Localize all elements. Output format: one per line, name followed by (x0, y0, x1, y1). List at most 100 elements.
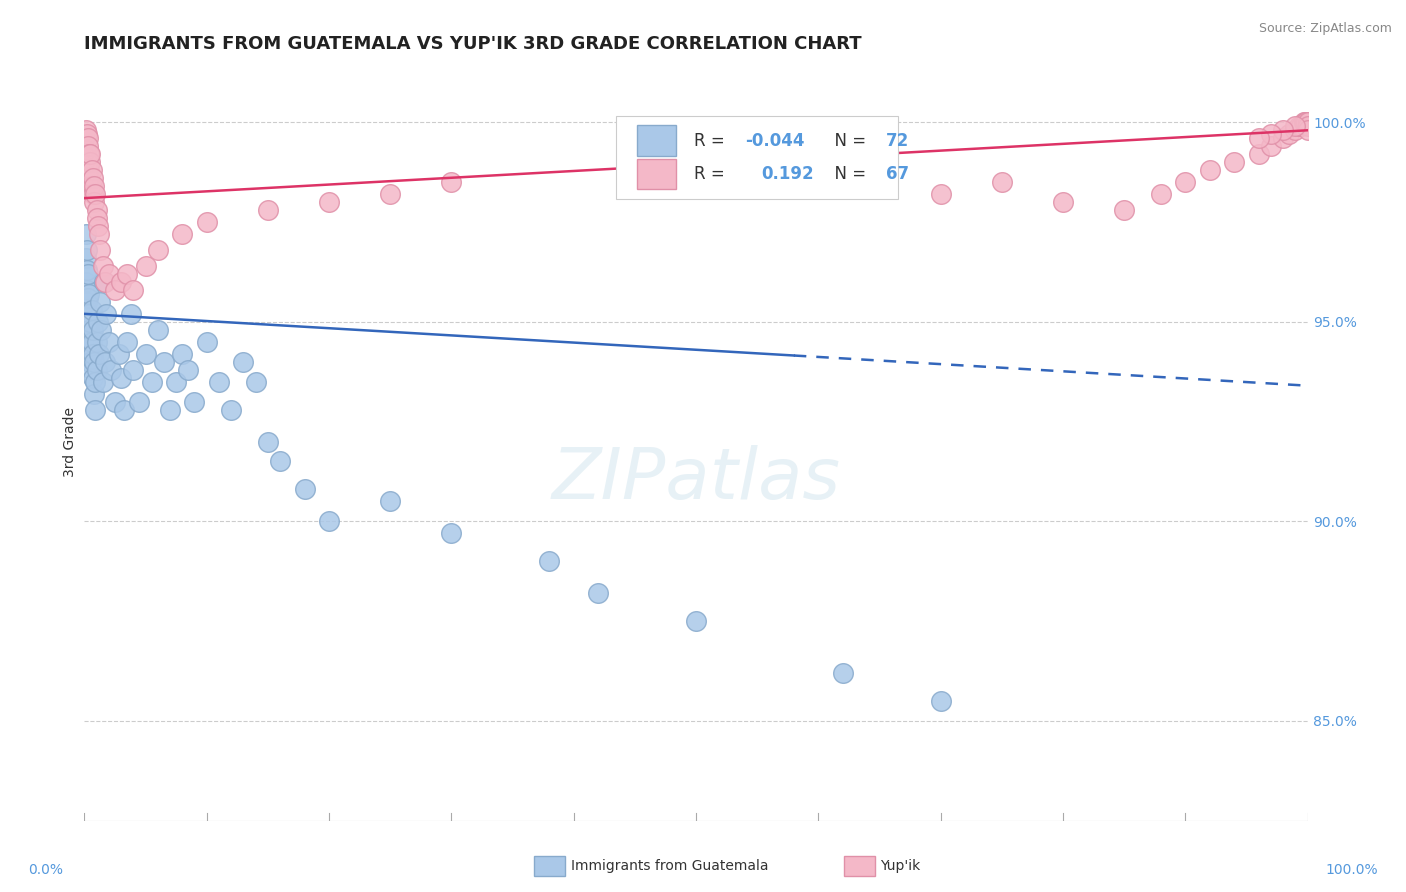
Point (77, 131, 100, 145)
Text: ZIPatlas: ZIPatlas (551, 445, 841, 514)
Point (82, 323, 104, 337)
Point (93, 275, 115, 289)
Point (79, 339, 101, 353)
Point (79, 147, 101, 161)
Point (538, 554, 561, 568)
Point (1291, 120, 1313, 134)
Point (87, 347, 110, 361)
Point (685, 614, 707, 628)
Point (76, 263, 98, 277)
Point (80, 163, 103, 178)
Point (76, 283, 98, 297)
Point (1296, 123, 1319, 137)
Point (97, 267, 120, 281)
Point (80, 362, 103, 376)
Point (1247, 147, 1270, 161)
Point (122, 283, 145, 297)
Point (79, 355, 101, 369)
Point (90, 323, 112, 337)
Point (77, 147, 100, 161)
Point (77, 334, 100, 349)
Point (257, 434, 280, 449)
Point (96, 307, 118, 321)
Point (153, 355, 176, 369)
Point (83, 386, 105, 401)
Point (75, 275, 97, 289)
Point (269, 454, 291, 468)
Point (87, 219, 110, 233)
Point (83, 179, 105, 194)
Point (991, 175, 1014, 189)
Point (115, 334, 138, 349)
Point (1174, 175, 1197, 189)
Point (104, 283, 127, 297)
Point (80, 302, 103, 317)
Point (1260, 128, 1282, 142)
Point (159, 402, 181, 417)
Point (112, 402, 135, 417)
Point (82, 171, 104, 186)
Point (294, 483, 316, 497)
Point (232, 355, 254, 369)
Point (219, 402, 242, 417)
Text: R =: R = (693, 165, 730, 183)
Point (77, 155, 100, 169)
Point (1292, 115, 1315, 129)
Point (120, 307, 142, 321)
Point (100, 362, 122, 376)
Point (89, 243, 111, 257)
Point (380, 494, 402, 508)
Point (76, 243, 98, 257)
Point (869, 179, 891, 194)
Point (245, 375, 267, 389)
Point (76, 151, 98, 165)
Point (104, 394, 127, 409)
Point (84, 375, 107, 389)
Point (135, 259, 157, 273)
Point (1150, 187, 1173, 202)
Point (1198, 163, 1220, 178)
Point (77, 315, 100, 329)
Text: R =: R = (693, 131, 730, 150)
Text: Immigrants from Guatemala: Immigrants from Guatemala (571, 859, 768, 873)
Point (208, 375, 231, 389)
Point (177, 362, 200, 376)
Point (1284, 120, 1306, 134)
Point (79, 315, 101, 329)
Point (1260, 139, 1282, 153)
Point (79, 155, 101, 169)
Point (1223, 155, 1246, 169)
Point (83, 195, 105, 210)
Point (929, 694, 952, 708)
Point (84, 402, 107, 417)
Point (80, 179, 103, 194)
Point (76, 128, 98, 142)
Point (380, 187, 402, 202)
Point (128, 394, 150, 409)
Text: 0.0%: 0.0% (28, 863, 63, 877)
Point (807, 163, 830, 178)
Point (1247, 131, 1270, 145)
FancyBboxPatch shape (616, 115, 898, 199)
Point (75, 227, 97, 241)
Point (86, 211, 108, 225)
Point (77, 323, 100, 337)
Point (172, 227, 194, 241)
Point (1114, 203, 1136, 218)
Point (1296, 120, 1319, 134)
Point (929, 187, 952, 202)
Point (1272, 123, 1295, 137)
Point (94, 355, 117, 369)
Point (195, 215, 218, 229)
Point (146, 323, 169, 337)
Point (86, 203, 108, 218)
Point (1294, 115, 1316, 129)
Point (135, 347, 157, 361)
Point (77, 286, 100, 301)
Point (91, 259, 114, 273)
Point (82, 187, 104, 202)
Text: 67: 67 (886, 165, 908, 183)
Point (1272, 131, 1295, 145)
Point (84, 187, 107, 202)
Point (1052, 195, 1074, 210)
